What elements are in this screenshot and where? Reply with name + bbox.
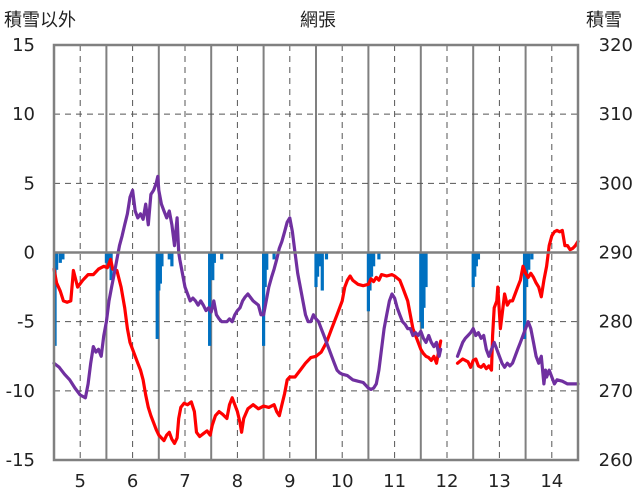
snow-bar <box>211 252 215 281</box>
y-left-tick-label: -15 <box>6 450 35 471</box>
snow-bar <box>369 252 374 277</box>
x-tick-label: 6 <box>127 471 138 492</box>
snow-bar <box>263 252 267 288</box>
plot-frame <box>52 43 580 462</box>
snow-bar <box>55 252 59 270</box>
snow-bar <box>158 252 162 284</box>
snow-bar <box>272 252 276 260</box>
snow-bar <box>160 252 164 267</box>
x-tick-label: 13 <box>488 471 511 492</box>
blue-bars <box>53 252 534 346</box>
snow-bar <box>170 252 174 267</box>
snow-bar <box>372 252 376 267</box>
snow-bar <box>315 252 320 277</box>
snow-bar <box>522 252 527 339</box>
snow-bar <box>220 252 224 260</box>
y-left-tick-label: 10 <box>12 104 35 125</box>
snow-bar <box>324 252 329 260</box>
y-left-tick-label: -5 <box>17 312 35 333</box>
snow-bar <box>167 252 171 260</box>
snow-bar <box>212 252 216 263</box>
snow-bar <box>208 252 212 346</box>
left-axis-title: 積雪以外 <box>4 10 76 31</box>
x-tick-label: 8 <box>232 471 243 492</box>
y-left-tick-label: 15 <box>12 35 35 56</box>
snow-bar <box>155 252 159 339</box>
plot-border <box>52 43 580 462</box>
snow-bar <box>265 252 269 270</box>
snow-bar <box>61 252 65 260</box>
snow-bar <box>262 252 266 346</box>
snow-bar <box>530 252 534 260</box>
y-right-tick-label: 270 <box>599 381 633 402</box>
snow-bar <box>474 252 478 267</box>
y-right-tick-label: 300 <box>599 173 633 194</box>
chart-title: 網張 <box>300 10 336 31</box>
purple-series-line <box>52 174 580 400</box>
y-right-tick-label: 260 <box>599 450 633 471</box>
series-lines <box>52 174 580 445</box>
x-tick-label: 9 <box>284 471 295 492</box>
x-tick-label: 14 <box>540 471 563 492</box>
snow-bar <box>424 252 428 288</box>
snow-bar <box>320 252 324 291</box>
snow-bar <box>476 252 481 260</box>
y-right-tick-label: 280 <box>599 312 633 333</box>
x-tick-label: 7 <box>179 471 190 492</box>
tick-labels: 15 10 5 0 -5 -10 -15 320 310 300 290 280 270 260 5 6 7 8 9… <box>6 35 633 492</box>
x-tick-label: 12 <box>436 471 459 492</box>
x-tick-label: 11 <box>383 471 406 492</box>
snow-bar <box>525 252 529 288</box>
snow-bar <box>318 252 322 267</box>
y-right-tick-label: 320 <box>599 35 633 56</box>
x-tick-label: 5 <box>74 471 85 492</box>
right-axis-title: 積雪 <box>586 10 622 31</box>
snow-bar <box>527 252 531 270</box>
snow-bar <box>377 252 381 260</box>
red-series-line <box>52 228 580 445</box>
y-left-tick-label: -10 <box>6 381 35 402</box>
x-tick-label: 10 <box>331 471 354 492</box>
y-right-tick-label: 290 <box>599 243 633 264</box>
y-right-tick-label: 310 <box>599 104 633 125</box>
snow-bar <box>58 252 62 263</box>
snow-bar <box>422 252 426 308</box>
y-left-tick-label: 5 <box>24 173 35 194</box>
y-left-tick-label: 0 <box>24 243 35 264</box>
